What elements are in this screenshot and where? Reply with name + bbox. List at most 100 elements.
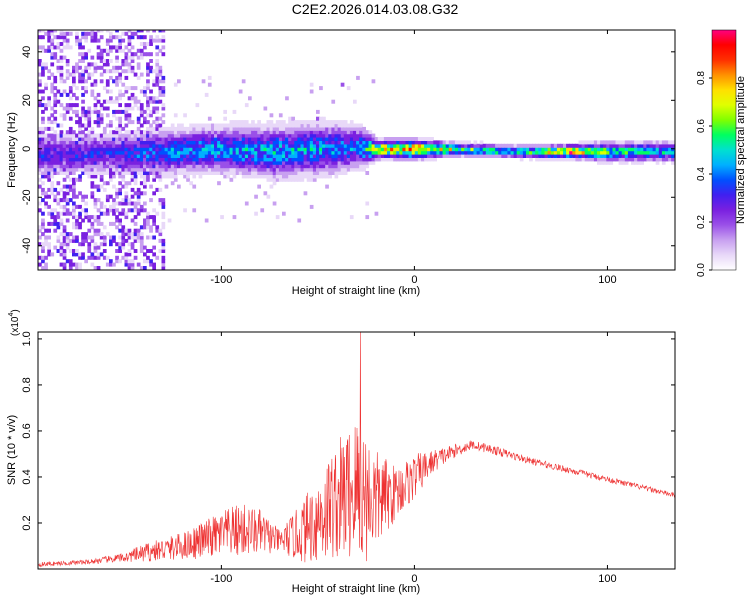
- spectrogram-cell: [44, 106, 48, 111]
- spectrogram-cell: [124, 123, 129, 128]
- spectrogram-cell: [547, 150, 552, 155]
- spectrogram-cell: [133, 140, 138, 145]
- spectrogram-cell: [68, 72, 73, 77]
- spectrogram-cell: [136, 164, 141, 169]
- spectrogram-cell: [278, 150, 283, 155]
- spectrogram-cell: [127, 154, 132, 158]
- spectrogram-cell: [47, 167, 51, 172]
- spectrogram-cell: [297, 164, 302, 169]
- spectrogram-cell: [238, 140, 243, 145]
- spectrogram-cell: [96, 147, 101, 152]
- colorbar-ticks: 0.00.20.40.60.8: [696, 71, 712, 277]
- spectrogram-cell: [81, 59, 85, 63]
- spectrogram-cell: [109, 238, 113, 243]
- spectrogram-cell: [56, 198, 61, 203]
- spectrogram-cell: [272, 130, 277, 135]
- spectrogram-cell: [38, 62, 42, 67]
- spectrogram-cell: [127, 181, 132, 186]
- spectrogram-cell: [340, 120, 345, 125]
- spectrogram-cell: [177, 154, 181, 158]
- spectrogram-cell: [118, 147, 122, 152]
- spectrogram-cell: [124, 252, 129, 257]
- spectrogram-cell: [90, 35, 95, 40]
- spectrogram-cell: [303, 123, 308, 128]
- spectrogram-cell: [87, 62, 92, 67]
- spectrogram-cell: [118, 120, 122, 125]
- spectrogram-cell: [470, 147, 475, 152]
- spectrogram-cell: [139, 89, 144, 94]
- spectrogram-cell: [170, 181, 175, 186]
- spectrogram-cell: [183, 143, 187, 148]
- spectrogram-cell: [294, 150, 298, 155]
- spectrogram-cell: [155, 96, 160, 101]
- spectrogram-cell: [93, 140, 98, 145]
- spectrogram-cell: [59, 35, 64, 40]
- spectrogram-cell: [84, 167, 88, 172]
- spectrogram-cell: [124, 62, 129, 67]
- spectrogram-cell: [204, 147, 209, 152]
- spectrogram-cell: [211, 160, 215, 165]
- spectrogram-cell: [102, 69, 107, 74]
- spectrogram-cell: [597, 157, 601, 162]
- spectrogram-cell: [133, 204, 138, 209]
- spectrogram-cell: [99, 143, 104, 148]
- spectrogram-cell: [183, 113, 187, 118]
- spectrogram-cell: [634, 157, 638, 162]
- spectrogram-cell: [167, 143, 172, 148]
- spectrogram-cell: [553, 154, 558, 158]
- spectrogram-cell: [161, 215, 166, 220]
- spectrogram-cell: [204, 154, 209, 158]
- spectrogram-cell: [38, 177, 42, 182]
- spectrogram-cell: [161, 157, 166, 162]
- spectrogram-cell: [658, 157, 663, 162]
- spectrogram-cell: [266, 174, 271, 179]
- spectrogram-cell: [309, 204, 314, 209]
- spectrogram-cell: [47, 187, 51, 192]
- spectrogram-cell: [377, 150, 382, 155]
- spectrogram-cell: [541, 154, 546, 158]
- spectrogram-cell: [53, 171, 58, 175]
- spectrogram-cell: [87, 164, 92, 169]
- spectrogram-cell: [56, 160, 61, 165]
- spectrogram-cell: [183, 157, 187, 162]
- spectrogram-cell: [263, 174, 268, 179]
- spectrogram-cell: [600, 160, 604, 165]
- spectrogram-cell: [374, 211, 379, 216]
- spectrogram-cell: [75, 35, 79, 40]
- spectrogram-cell: [248, 133, 252, 138]
- spectrogram-cell: [282, 147, 286, 152]
- spectrogram-cell: [143, 164, 147, 169]
- spectrogram-cell: [189, 130, 193, 135]
- spectrogram-cell: [226, 150, 231, 155]
- spectrogram-cell: [334, 143, 339, 148]
- spectrogram-cell: [41, 103, 45, 108]
- spectrogram-cell: [371, 140, 376, 145]
- spectrogram-cell: [303, 160, 308, 165]
- spectrogram-cell: [81, 140, 85, 145]
- spectrogram-cell: [53, 79, 58, 84]
- spectrogram-cell: [618, 147, 623, 152]
- spectrogram-cell: [328, 160, 332, 165]
- spectrogram-cell: [569, 143, 573, 148]
- spectrogram-cell: [214, 133, 218, 138]
- spectrogram-cell: [158, 143, 163, 148]
- spectrogram-cell: [631, 154, 635, 158]
- spectrogram-cell: [192, 143, 197, 148]
- spectrogram-cell: [371, 160, 376, 165]
- snr-y-scale: (x104): [8, 309, 21, 336]
- spectrogram-cell: [427, 154, 431, 158]
- spectrogram-cell: [72, 82, 76, 87]
- spectrogram-cell: [139, 140, 144, 145]
- snr-x-label: Height of straight line (km): [292, 583, 420, 595]
- spectrogram-cell: [133, 143, 138, 148]
- spectrogram-cell: [553, 143, 558, 148]
- spectrogram-cell: [544, 154, 549, 158]
- spectrogram-cell: [41, 109, 45, 114]
- spectrogram-cell: [115, 191, 119, 196]
- spectrogram-cell: [68, 238, 73, 243]
- spectrogram-cell: [244, 140, 249, 145]
- spectrogram-cell: [152, 140, 156, 145]
- spectrogram-cell: [130, 266, 135, 270]
- spectrogram-cell: [464, 154, 468, 158]
- spectrogram-cell: [72, 103, 76, 108]
